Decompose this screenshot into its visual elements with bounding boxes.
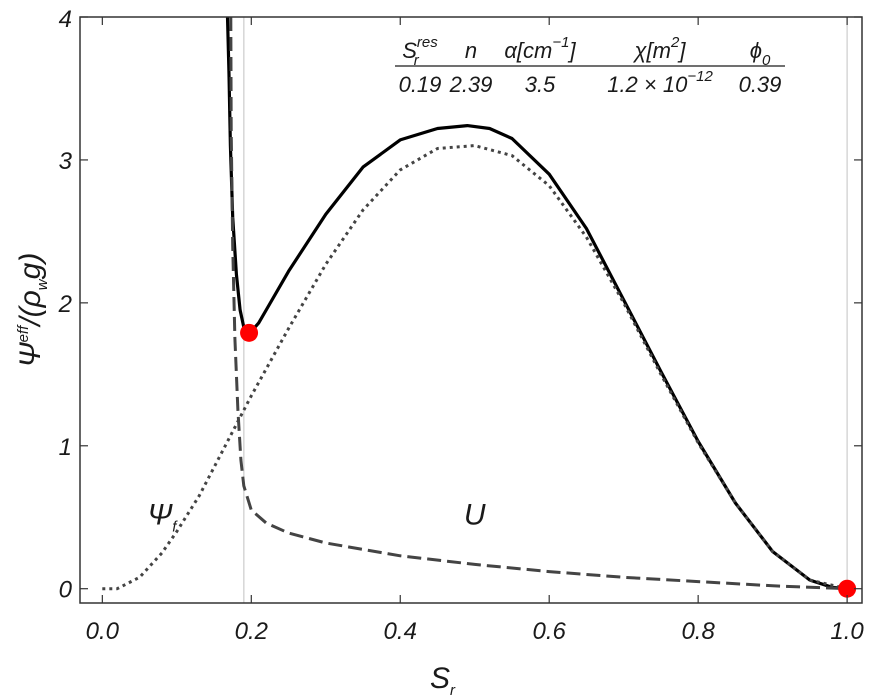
y-axis-label-rest: /(ρ	[14, 290, 47, 328]
axis-ticks: 0.0 0.2 0.4 0.6 0.8 1.0 0 1 2 3 4	[58, 6, 865, 645]
x-tick-label-3: 0.6	[533, 618, 567, 645]
parameter-table: Sres r n α[cm−1] χ[m2] ϕ0 0.19 2.39 3.5 1.2 × 10−…	[395, 34, 785, 97]
param-value-2: 3.5	[525, 72, 556, 97]
series-dotted-line	[102, 144, 848, 591]
y-axis-label-main: Ψ	[14, 341, 47, 367]
param-value-3: 1.2 × 10−12	[607, 68, 713, 97]
y-tick-label-1: 1	[59, 434, 72, 461]
points-layer	[240, 323, 857, 598]
x-tick-label-5: 1.0	[830, 618, 864, 645]
y-tick-label-4: 4	[59, 6, 72, 33]
curve-label-1: U	[464, 498, 486, 531]
x-axis-label-sub: r	[450, 682, 456, 699]
param-header-2: α[cm−1]	[504, 34, 576, 63]
y-axis-label-sup: eff	[15, 324, 32, 343]
param-value-4: 0.39	[739, 72, 782, 97]
marker-point-0	[240, 323, 259, 342]
x-tick-label-2: 0.4	[384, 618, 417, 645]
curve-label-0: Ψf	[147, 498, 178, 535]
param-header-0: Sres r	[402, 34, 438, 69]
reference-lines	[243, 17, 848, 603]
param-header-4: ϕ0	[750, 38, 771, 69]
y-tick-label-0: 0	[59, 577, 73, 604]
series-solid-line	[225, 17, 848, 591]
y-axis-label-sub: w	[34, 278, 51, 290]
param-header-3: χ[m2]	[633, 34, 687, 63]
param-header-1: n	[465, 38, 477, 63]
curve-labels: Ψf U	[147, 498, 486, 535]
x-tick-label-0: 0.0	[86, 618, 120, 645]
x-axis-label-main: S	[430, 662, 450, 695]
x-tick-label-1: 0.2	[235, 618, 268, 645]
x-tick-label-4: 0.8	[681, 618, 715, 645]
marker-point-1	[838, 579, 857, 598]
series-dashed-line	[229, 17, 848, 591]
param-value-1: 2.39	[449, 72, 493, 97]
series-layer	[102, 17, 848, 591]
y-tick-label-3: 3	[59, 148, 73, 175]
y-tick-label-2: 2	[58, 291, 72, 318]
plot-frame	[79, 16, 863, 604]
param-value-0: 0.19	[399, 72, 442, 97]
x-axis-label: Sr	[430, 662, 456, 699]
y-axis-label: Ψeff/(ρwg)	[14, 253, 51, 368]
y-axis-label-end: g)	[14, 253, 47, 280]
